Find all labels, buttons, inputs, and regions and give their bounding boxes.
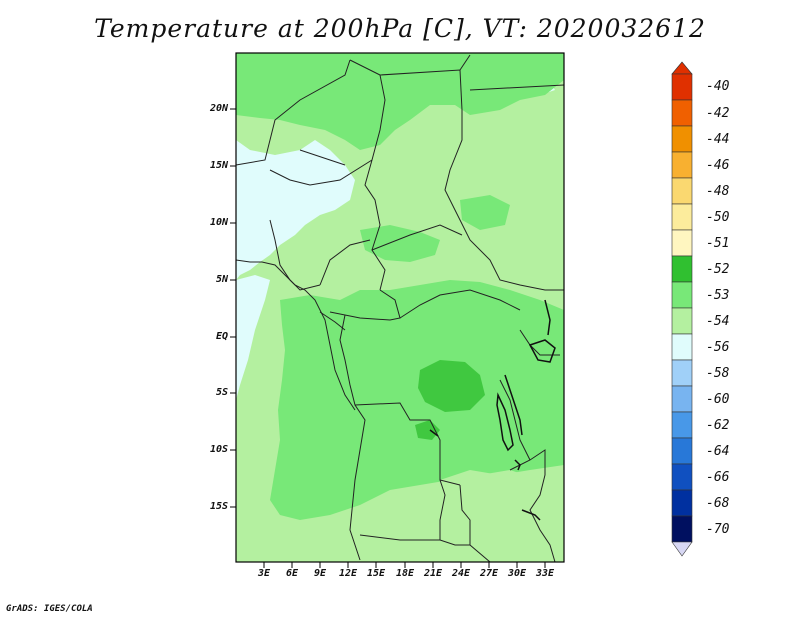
colorbar-label: -70 — [706, 522, 730, 537]
colorbar-label: -44 — [706, 132, 730, 147]
warm-patch-south-center — [415, 420, 440, 440]
colorbar-label: -54 — [706, 314, 730, 329]
lake-tanganyika — [496, 392, 514, 452]
colorbar-swatch — [671, 333, 693, 361]
colorbar-label: -68 — [706, 496, 730, 511]
lon-label: 3E — [257, 568, 271, 579]
warm-band-north — [236, 53, 564, 150]
colorbar-label: -42 — [706, 106, 730, 121]
map-frame — [235, 52, 565, 563]
colorbar-swatch — [671, 515, 693, 543]
colorbar-label: -40 — [706, 79, 730, 94]
colorbar-swatch — [671, 203, 693, 231]
lon-ticks — [263, 562, 546, 568]
colorbar-label: -66 — [706, 470, 730, 485]
lake-outlines — [429, 299, 556, 521]
colorbar-bottom-arrow — [671, 541, 693, 557]
lat-label: 5S — [215, 387, 228, 398]
colorbar-label: -64 — [706, 444, 730, 459]
colorbar-label: -50 — [706, 210, 730, 225]
map-title: Temperature at 200hPa [C], VT: 202003261… — [94, 14, 706, 43]
colorbar-swatch — [671, 177, 693, 205]
lon-label: 9E — [313, 568, 327, 579]
colorbar-label: -51 — [706, 236, 730, 251]
lat-label: 15N — [209, 160, 228, 171]
lon-label: 24E — [451, 568, 471, 579]
cool-region-south — [236, 520, 400, 562]
colorbar-swatch — [671, 359, 693, 387]
warm-band-central — [270, 280, 564, 520]
colorbar-swatch — [671, 411, 693, 439]
lat-label: 10S — [209, 444, 228, 455]
colorbar-swatch — [671, 437, 693, 465]
lat-label: EQ — [215, 331, 228, 342]
colorbar-swatch — [671, 229, 693, 257]
lat-ticks — [230, 108, 236, 508]
lon-label: 12E — [338, 568, 358, 579]
colorbar-swatch — [671, 99, 693, 127]
credit-text: GrADS: IGES/COLA — [6, 604, 93, 614]
colorbar-label: -58 — [706, 366, 730, 381]
colorbar-label: -46 — [706, 158, 730, 173]
lat-label: 20N — [209, 103, 228, 114]
colorbar-top-arrow — [671, 61, 693, 75]
lon-label: 21E — [423, 568, 443, 579]
colorbar-swatch — [671, 73, 693, 101]
cold-region-west-coast — [236, 275, 270, 400]
cool-region-southeast — [440, 465, 564, 562]
colorbar-label: -53 — [706, 288, 730, 303]
lon-label: 18E — [395, 568, 415, 579]
lon-label: 33E — [535, 568, 555, 579]
colorbar-swatch — [671, 385, 693, 413]
colorbar-swatch — [671, 489, 693, 517]
cold-region-west — [236, 140, 355, 280]
warm-patch-east — [460, 195, 510, 230]
colorbar-swatch — [671, 255, 693, 283]
colorbar-swatch — [671, 151, 693, 179]
lat-label: 15S — [209, 501, 228, 512]
colorbar-label: -48 — [706, 184, 730, 199]
colorbar-label: -52 — [706, 262, 730, 277]
lat-label: 10N — [209, 217, 228, 228]
colorbar-label: -56 — [706, 340, 730, 355]
lon-label: 27E — [479, 568, 499, 579]
lon-label: 6E — [285, 568, 299, 579]
lat-label: 5N — [215, 274, 228, 285]
colorbar-label: -62 — [706, 418, 730, 433]
colorbar-swatch — [671, 307, 693, 335]
lon-label: 30E — [507, 568, 527, 579]
colorbar-swatch — [671, 463, 693, 491]
coastline-gulf — [235, 259, 356, 411]
lon-label: 15E — [366, 568, 386, 579]
warmest-core — [418, 360, 485, 412]
colorbar-swatch — [671, 281, 693, 309]
colorbar — [671, 61, 693, 557]
colorbar-swatch — [671, 125, 693, 153]
colorbar-label: -60 — [706, 392, 730, 407]
warm-patch-center — [360, 225, 440, 262]
